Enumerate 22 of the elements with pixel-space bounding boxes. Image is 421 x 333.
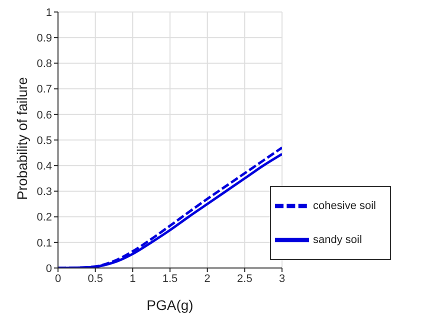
x-tick-label: 0 <box>54 272 62 285</box>
y-tick-label: 0.1 <box>36 237 52 250</box>
x-tick-label: 2 <box>204 272 210 285</box>
y-tick-label: 0.4 <box>36 160 52 173</box>
y-tick-label: 0.6 <box>36 109 52 122</box>
x-tick-label: 1.5 <box>162 272 178 285</box>
y-tick-label: 0.5 <box>36 134 52 147</box>
legend-label: cohesive soil <box>313 200 376 212</box>
y-tick-label: 0.8 <box>36 58 52 70</box>
x-tick-label: 0.5 <box>88 272 103 285</box>
x-axis-title: PGA(g) <box>146 297 194 313</box>
legend-label: sandy soil <box>313 234 362 246</box>
x-tick-label: 2.5 <box>237 272 252 285</box>
y-tick-label: 1 <box>46 6 52 19</box>
x-tick-label: 1 <box>130 272 136 285</box>
y-tick-label: 0.3 <box>36 186 52 198</box>
y-tick-label: 0 <box>46 262 52 275</box>
y-tick-label: 0.9 <box>36 32 52 45</box>
y-axis-title: Probability of failure <box>14 76 30 200</box>
x-tick-label: 3 <box>278 272 286 285</box>
y-tick-label: 0.2 <box>36 212 52 224</box>
y-tick-label: 0.7 <box>36 84 52 96</box>
